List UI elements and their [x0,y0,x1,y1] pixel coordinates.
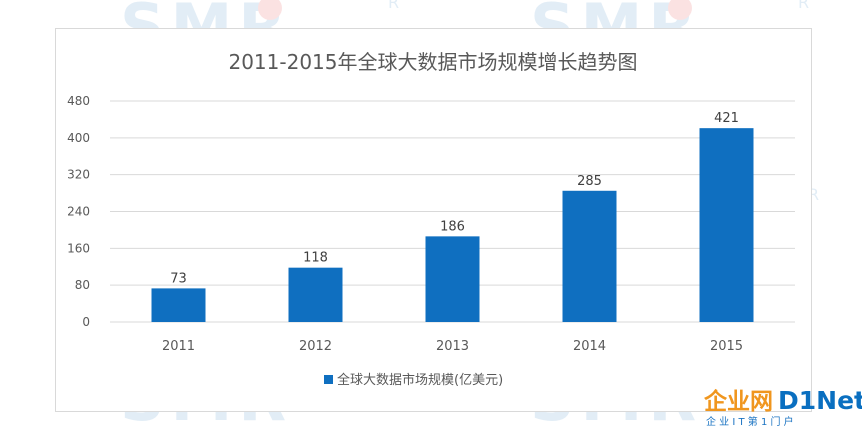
y-tick-label: 320 [67,168,90,182]
bar [151,288,206,322]
y-tick-label: 160 [67,241,90,255]
d1net-logo: 企业网 D1Net 企 业 I T 第 1 门 户 [703,386,862,427]
bar [562,190,617,322]
x-tick-label: 2014 [573,339,606,354]
legend-label: 全球大数据市场规模(亿美元) [337,372,503,388]
y-tick-label: 480 [67,94,90,108]
data-label: 421 [714,111,739,126]
data-label: 73 [170,271,187,286]
logo-tagline: 企 业 I T 第 1 门 户 [706,415,794,427]
x-tick-label: 2011 [162,339,195,354]
y-tick-label: 240 [67,205,90,219]
legend: 全球大数据市场规模(亿美元) [324,372,503,388]
data-label: 118 [303,251,328,266]
chart-frame [55,28,812,412]
logo-en-text: D1Net [778,386,862,415]
bar [699,128,754,322]
bar [425,236,480,322]
x-tick-label: 2015 [710,339,743,354]
chart-title: 2011-2015年全球大数据市场规模增长趋势图 [228,50,637,74]
data-label: 186 [440,219,465,234]
legend-swatch [324,375,333,384]
y-tick-label: 400 [67,131,90,145]
data-label: 285 [577,174,602,189]
bar [288,267,343,322]
x-tick-label: 2013 [436,339,469,354]
x-tick-label: 2012 [299,339,332,354]
y-tick-label: 80 [75,278,90,292]
y-tick-label: 0 [82,315,90,329]
logo-cn-text: 企业网 [703,388,773,415]
